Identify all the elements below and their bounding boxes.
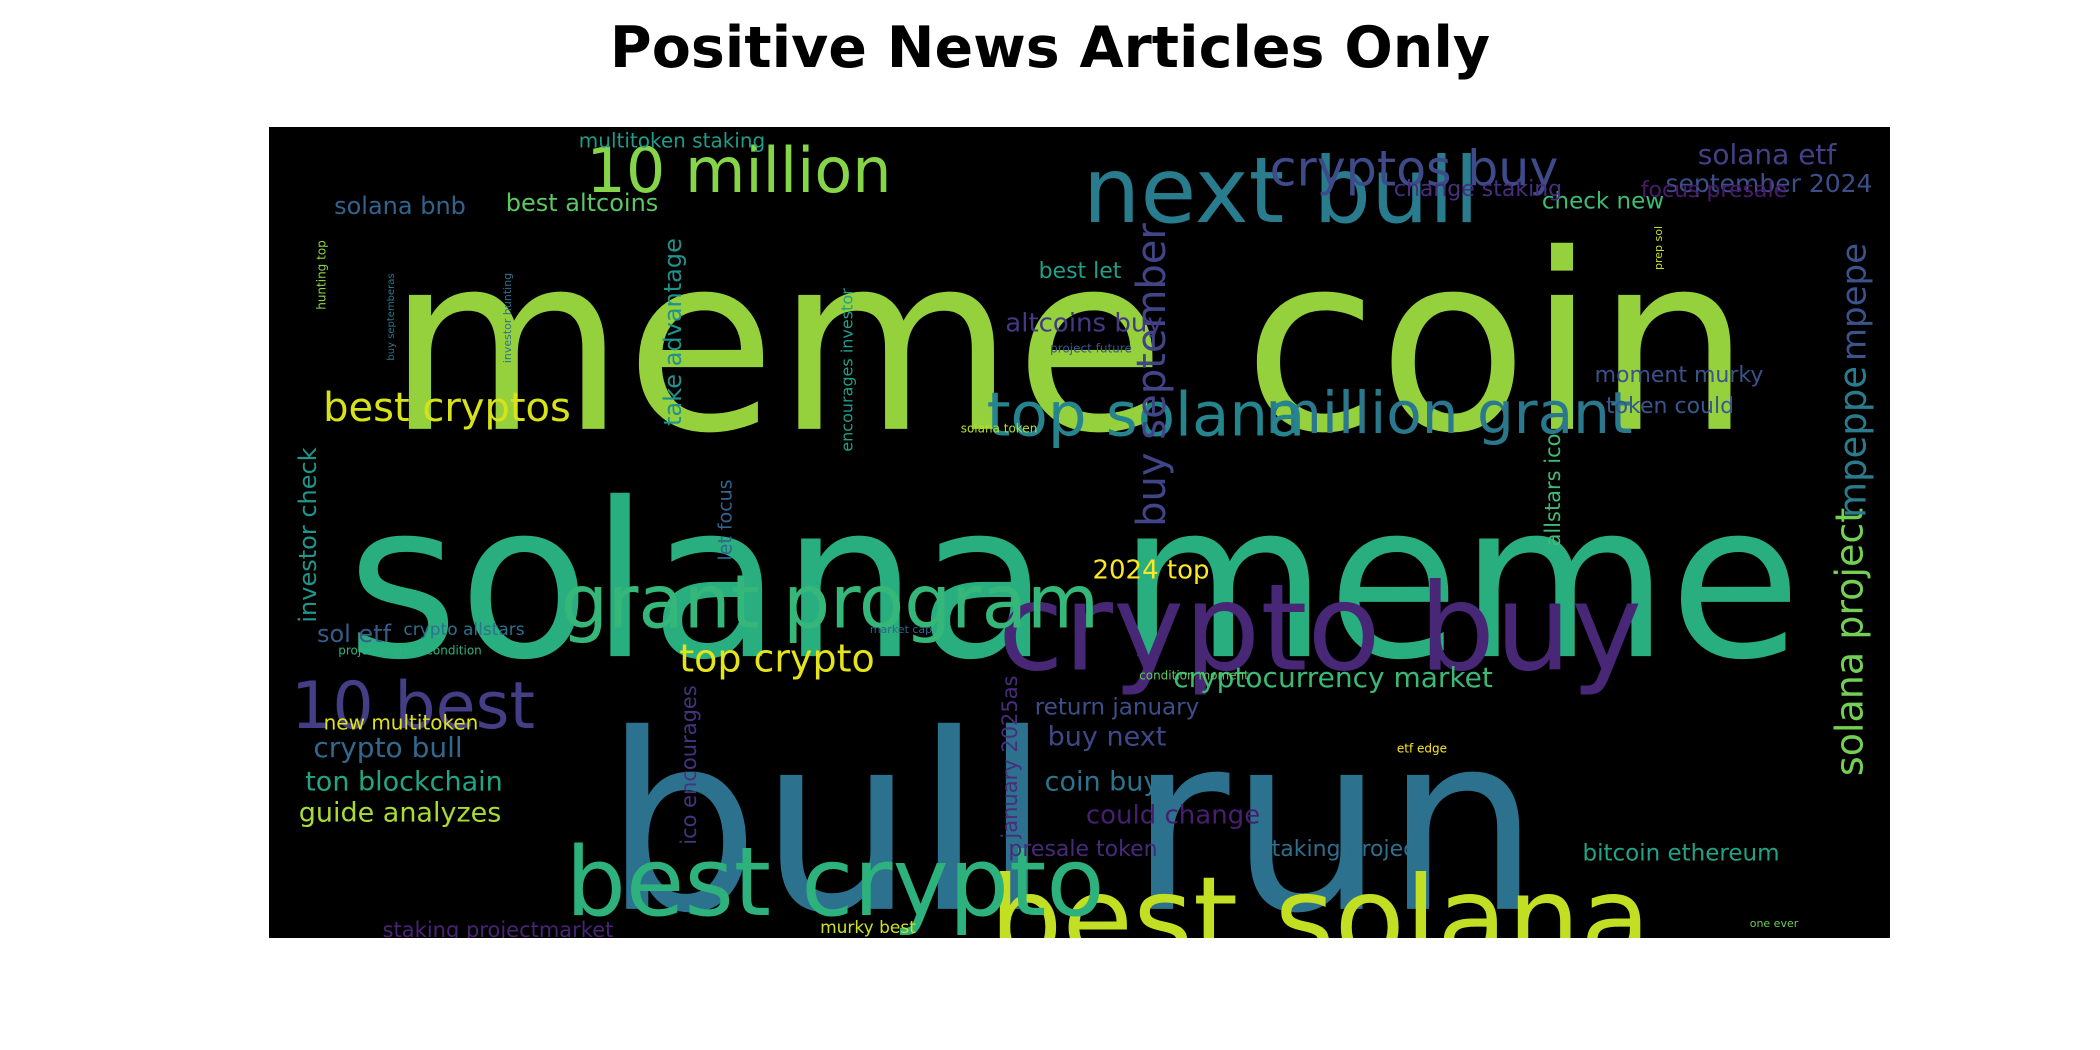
cloud-word: bitcoin ethereum xyxy=(1583,841,1780,867)
cloud-word: january 2025as xyxy=(998,675,1022,839)
cloud-word: condition moment xyxy=(1139,669,1249,683)
cloud-word: cryptocurrency market xyxy=(1173,661,1493,694)
cloud-word: investor check xyxy=(294,447,322,622)
cloud-word: solana token xyxy=(961,422,1038,436)
cloud-word: project future xyxy=(1050,342,1132,356)
cloud-word: top crypto xyxy=(679,637,875,681)
cloud-word: return january xyxy=(1035,695,1199,721)
cloud-word: september 2024 xyxy=(1666,169,1873,198)
cloud-word: next bull xyxy=(1083,139,1480,244)
cloud-word: could change xyxy=(1086,801,1260,831)
cloud-word: grant program xyxy=(561,560,1099,646)
cloud-word: allstars ico xyxy=(1541,433,1565,546)
cloud-word: staking projectmarket xyxy=(383,918,614,938)
cloud-word: ton blockchain xyxy=(305,767,503,798)
cloud-word: crypto allstars xyxy=(403,620,524,640)
cloud-word: 10 best xyxy=(291,669,535,744)
cloud-word: solana etf xyxy=(1698,138,1838,171)
cloud-word: hunting top xyxy=(315,240,329,310)
cloud-word: bull run xyxy=(604,682,1540,938)
cloud-word: sol etf xyxy=(317,620,392,648)
chart-title: Positive News Articles Only xyxy=(609,15,1491,81)
cloud-word: coin buy xyxy=(1045,767,1160,798)
cloud-word: crypto bull xyxy=(313,731,462,764)
cloud-word: crypto buy xyxy=(998,560,1642,699)
cloud-word: meme coin xyxy=(387,202,1752,487)
cloud-word: guide analyzes xyxy=(299,798,502,829)
cloud-word: best let xyxy=(1039,259,1122,284)
cloud-word: million grant xyxy=(1265,379,1632,447)
cloud-word: best cryptos xyxy=(323,385,571,431)
cloud-word: multitoken staking xyxy=(579,129,765,153)
cloud-word: solana meme xyxy=(347,456,1802,707)
cloud-word: market cap xyxy=(870,623,932,636)
cloud-word: mpeppe xyxy=(1832,366,1875,518)
cloud-word: let focus xyxy=(715,479,737,560)
cloud-word: top solana xyxy=(987,380,1306,451)
cloud-word: moment murky xyxy=(1595,363,1764,388)
cloud-word: cryptos buy xyxy=(1270,141,1559,198)
cloud-word: 10 million xyxy=(586,134,891,207)
cloud-word: presale token xyxy=(1008,837,1157,862)
cloud-word: take advantage xyxy=(659,238,687,426)
cloud-word: change staking xyxy=(1394,177,1562,202)
cloud-word: solana project xyxy=(1828,508,1872,776)
cloud-word: best solana xyxy=(989,853,1650,938)
cloud-word: best crypto xyxy=(566,828,1105,938)
cloud-word: best altcoins xyxy=(506,189,659,217)
cloud-word: focus presale xyxy=(1641,178,1787,203)
cloud-word: buy next xyxy=(1048,722,1167,753)
cloud-word: altcoins buy xyxy=(1005,309,1162,339)
cloud-word: buy septemberas xyxy=(386,273,397,360)
cloud-word: check new xyxy=(1542,189,1664,215)
cloud-word: investor hunting xyxy=(501,273,514,363)
cloud-word: prep sol xyxy=(1652,226,1665,270)
word-cloud: meme coin solana meme bull run best solana c… xyxy=(269,127,1890,938)
cloud-word: 2024 top xyxy=(1092,556,1209,586)
cloud-word: solana bnb xyxy=(334,192,466,220)
cloud-word: projectmarket condition xyxy=(338,644,482,658)
cloud-word: ico encourages xyxy=(677,685,701,845)
cloud-word: mpepe xyxy=(1835,243,1875,361)
cloud-word: murky best xyxy=(820,918,916,938)
cloud-word: one ever xyxy=(1750,917,1799,930)
cloud-word: encourages investor xyxy=(838,288,857,452)
cloud-word: new multitoken xyxy=(324,711,479,735)
cloud-word: buy september xyxy=(1129,223,1175,527)
cloud-word: staking project xyxy=(1260,837,1424,862)
cloud-word: token could xyxy=(1606,394,1734,419)
cloud-word: etf edge xyxy=(1397,742,1447,756)
